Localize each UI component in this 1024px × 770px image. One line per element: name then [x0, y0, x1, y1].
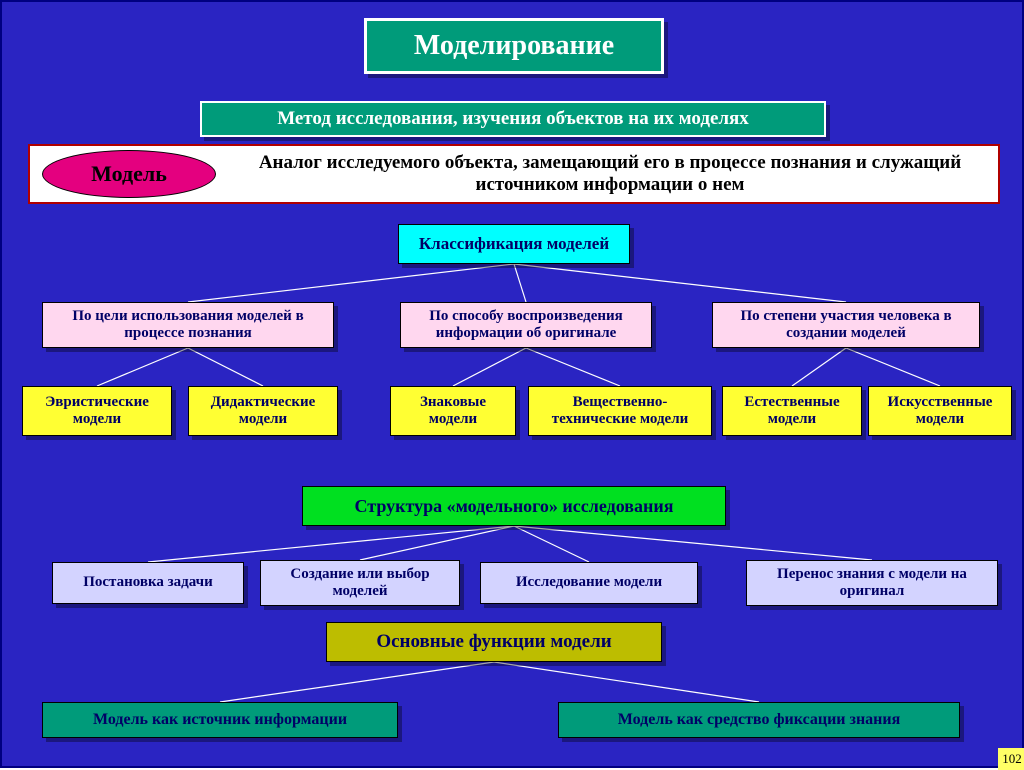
model-type-5: Искусственные модели: [868, 386, 1012, 436]
structure-header: Структура «модельного» исследования: [302, 486, 726, 526]
title-box: Моделирование: [364, 18, 664, 74]
structure-step-1: Создание или выбор моделей: [260, 560, 460, 606]
structure-step-0: Постановка задачи: [52, 562, 244, 604]
functions-header: Основные функции модели: [326, 622, 662, 662]
function-1: Модель как средство фиксации знания: [558, 702, 960, 738]
model-type-1: Дидактические модели: [188, 386, 338, 436]
structure-step-3: Перенос знания с модели на оригинал: [746, 560, 998, 606]
diagram-stage: Моделирование Метод исследования, изучени…: [0, 0, 1024, 768]
subtitle-box: Метод исследования, изучения объектов на…: [200, 101, 826, 137]
structure-step-2: Исследование модели: [480, 562, 698, 604]
classification-criterion-0: По цели использования моделей в процессе…: [42, 302, 334, 348]
page-number: 102: [998, 748, 1024, 770]
model-type-3: Вещественно-технические модели: [528, 386, 712, 436]
model-type-2: Знаковые модели: [390, 386, 516, 436]
classification-criterion-2: По степени участия человека в создании м…: [712, 302, 980, 348]
function-0: Модель как источник информации: [42, 702, 398, 738]
definition-text: Аналог исследуемого объекта, замещающий …: [226, 146, 994, 202]
classification-criterion-1: По способу воспроизведения информации об…: [400, 302, 652, 348]
model-type-0: Эвристические модели: [22, 386, 172, 436]
model-type-4: Естественные модели: [722, 386, 862, 436]
model-ellipse: Модель: [42, 150, 216, 198]
classification-header: Классификация моделей: [398, 224, 630, 264]
